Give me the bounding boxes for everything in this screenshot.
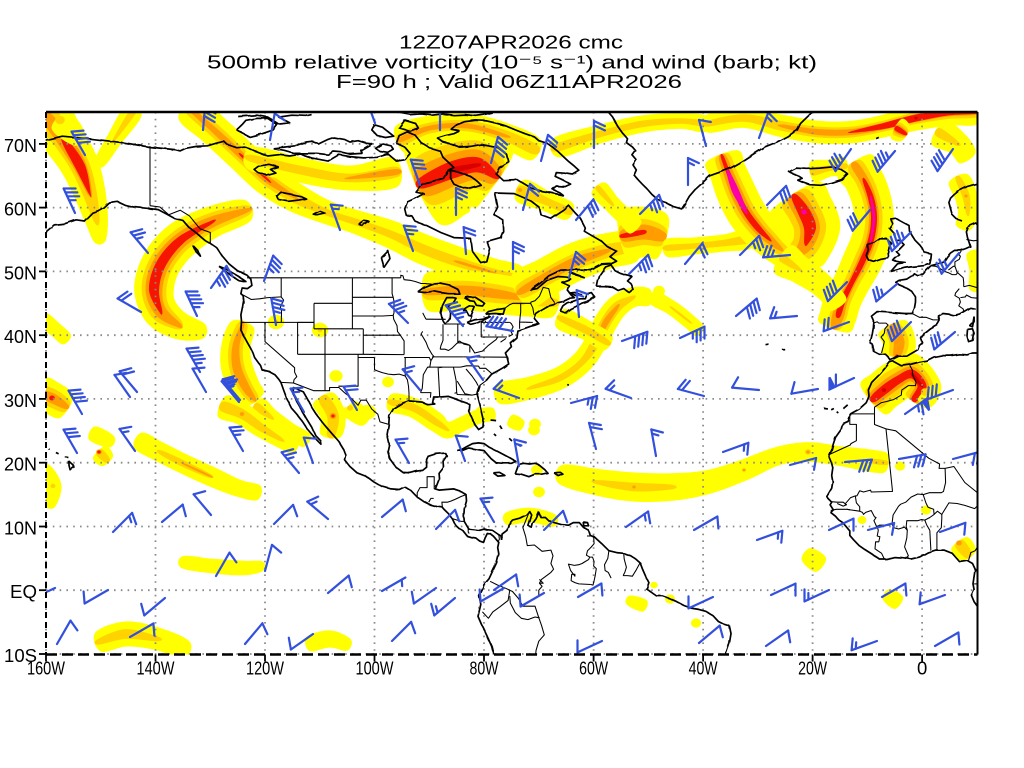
svg-text:60W: 60W [579, 658, 608, 679]
svg-text:120W: 120W [246, 658, 284, 679]
svg-text:80W: 80W [470, 658, 499, 679]
svg-text:20W: 20W [798, 658, 827, 679]
svg-text:F=90 h ; Valid 06Z11APR2026: F=90 h ; Valid 06Z11APR2026 [336, 71, 682, 92]
svg-text:40W: 40W [689, 658, 718, 679]
svg-text:60N: 60N [4, 199, 37, 220]
svg-text:20N: 20N [4, 454, 37, 475]
svg-text:100W: 100W [356, 658, 394, 679]
svg-text:EQ: EQ [10, 581, 37, 602]
svg-text:30N: 30N [4, 390, 37, 411]
svg-text:140W: 140W [137, 658, 175, 679]
svg-text:70N: 70N [4, 135, 37, 156]
svg-text:0: 0 [917, 658, 927, 679]
svg-text:40N: 40N [4, 326, 37, 347]
svg-text:10N: 10N [4, 518, 37, 539]
svg-text:500mb relative vorticity (10⁻⁵: 500mb relative vorticity (10⁻⁵ s⁻¹) and … [207, 52, 817, 73]
svg-text:12Z07APR2026 cmc: 12Z07APR2026 cmc [399, 32, 623, 53]
svg-text:10S: 10S [4, 645, 37, 666]
svg-text:50N: 50N [4, 262, 37, 283]
svg-text:160W: 160W [27, 658, 65, 679]
